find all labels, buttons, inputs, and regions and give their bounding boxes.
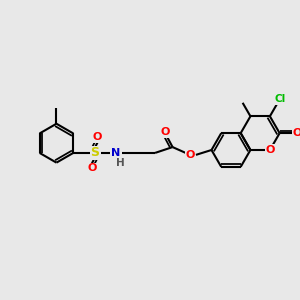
Text: N: N bbox=[112, 148, 121, 158]
Text: O: O bbox=[292, 128, 300, 138]
Text: O: O bbox=[185, 150, 195, 160]
Text: Cl: Cl bbox=[274, 94, 285, 104]
Text: O: O bbox=[93, 132, 102, 142]
Text: O: O bbox=[265, 145, 274, 155]
Text: H: H bbox=[116, 158, 124, 168]
Text: O: O bbox=[160, 128, 170, 137]
Text: O: O bbox=[87, 164, 97, 173]
Text: S: S bbox=[90, 146, 99, 159]
